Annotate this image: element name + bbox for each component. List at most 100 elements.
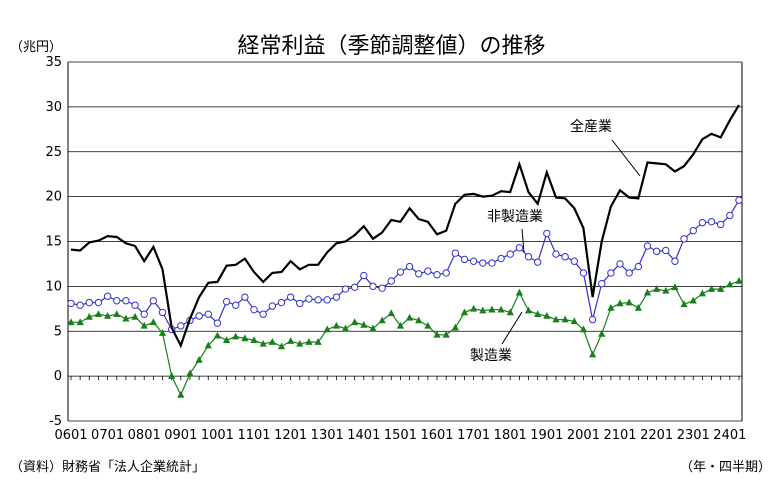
series-0 bbox=[70, 104, 740, 349]
data-point bbox=[76, 318, 84, 326]
x-tick-label: 1401 bbox=[347, 428, 380, 443]
data-point bbox=[698, 289, 706, 297]
data-point bbox=[140, 321, 148, 329]
data-point bbox=[662, 246, 670, 255]
x-tick-label: 1501 bbox=[384, 428, 417, 443]
x-tick-label: 1001 bbox=[201, 428, 234, 443]
data-point bbox=[488, 259, 496, 267]
data-point bbox=[515, 244, 524, 252]
annotation-pointer bbox=[611, 139, 641, 177]
data-point bbox=[268, 338, 276, 345]
x-tick-label: 2201 bbox=[640, 428, 673, 443]
data-point bbox=[579, 269, 588, 277]
x-tick-label: 1201 bbox=[274, 428, 307, 443]
data-point bbox=[588, 350, 597, 358]
data-point bbox=[497, 305, 505, 313]
data-point bbox=[726, 280, 734, 288]
data-point bbox=[122, 314, 130, 322]
axes bbox=[67, 62, 743, 421]
data-point bbox=[232, 332, 240, 340]
x-tick-label: 0901 bbox=[164, 428, 197, 443]
data-point bbox=[524, 306, 533, 314]
data-point bbox=[424, 267, 432, 275]
x-axis-unit-label: （年・四半期） bbox=[679, 460, 771, 475]
data-point bbox=[241, 293, 249, 301]
data-point bbox=[131, 301, 139, 309]
data-point bbox=[369, 324, 377, 332]
data-point bbox=[222, 336, 231, 344]
x-tick-label: 1601 bbox=[420, 428, 453, 443]
data-point bbox=[259, 339, 267, 347]
data-point bbox=[149, 318, 157, 326]
x-tick-label: 0601 bbox=[54, 428, 87, 443]
data-point bbox=[524, 253, 533, 261]
data-point bbox=[634, 303, 642, 311]
data-point bbox=[158, 308, 167, 317]
data-point bbox=[442, 330, 450, 338]
data-point bbox=[533, 258, 542, 266]
data-point bbox=[277, 342, 286, 350]
data-point bbox=[314, 296, 322, 304]
data-point bbox=[643, 288, 652, 296]
data-point bbox=[177, 390, 185, 398]
data-point bbox=[268, 302, 277, 310]
data-point bbox=[250, 336, 258, 344]
data-point bbox=[67, 318, 75, 326]
y-tick-label: 20 bbox=[45, 190, 62, 205]
x-tick-label: 0701 bbox=[91, 428, 124, 443]
data-point bbox=[204, 310, 212, 318]
data-point bbox=[259, 310, 267, 318]
data-point bbox=[671, 283, 679, 291]
annotation-label: 非製造業 bbox=[487, 209, 543, 225]
data-point bbox=[405, 313, 414, 321]
x-tick-label: 2001 bbox=[567, 428, 600, 443]
data-point bbox=[314, 338, 322, 345]
data-point bbox=[341, 285, 350, 293]
data-point bbox=[707, 285, 716, 292]
data-point bbox=[415, 270, 423, 278]
data-point bbox=[140, 310, 148, 318]
data-point bbox=[506, 308, 514, 316]
data-point bbox=[332, 321, 340, 329]
data-point bbox=[598, 279, 606, 288]
data-point bbox=[158, 329, 167, 336]
data-point bbox=[671, 257, 679, 265]
data-point bbox=[85, 312, 93, 320]
data-point bbox=[122, 297, 130, 305]
y-tick-label: -5 bbox=[49, 414, 62, 429]
data-point bbox=[360, 271, 368, 280]
data-point bbox=[735, 196, 743, 204]
data-point bbox=[616, 299, 624, 307]
y-tick-label: 35 bbox=[45, 55, 62, 70]
data-point bbox=[442, 269, 450, 277]
data-point bbox=[378, 316, 386, 324]
data-point bbox=[296, 339, 304, 347]
data-point bbox=[396, 321, 405, 329]
data-point bbox=[405, 262, 414, 271]
data-point bbox=[351, 318, 359, 326]
data-point bbox=[689, 227, 697, 235]
data-point bbox=[415, 316, 423, 324]
data-point bbox=[67, 299, 75, 308]
data-point bbox=[287, 337, 295, 344]
data-point bbox=[451, 323, 459, 331]
data-point bbox=[561, 315, 569, 323]
data-point bbox=[168, 372, 176, 379]
data-point bbox=[470, 304, 478, 312]
y-axis-unit-label: （兆円） bbox=[10, 40, 63, 55]
data-point bbox=[305, 295, 313, 303]
y-tick-label: 10 bbox=[45, 279, 62, 294]
data-point bbox=[515, 288, 523, 296]
data-point bbox=[195, 312, 203, 320]
x-tick-label: 1101 bbox=[237, 428, 270, 443]
data-point bbox=[570, 317, 578, 325]
data-point bbox=[277, 298, 286, 307]
data-point bbox=[717, 285, 725, 292]
data-point bbox=[625, 269, 633, 277]
data-point bbox=[653, 285, 661, 292]
data-point bbox=[387, 309, 395, 317]
data-point bbox=[149, 297, 158, 305]
data-point bbox=[369, 282, 377, 291]
y-tick-labels: -5 0 5 10 15 20 25 30 35 bbox=[45, 55, 62, 429]
